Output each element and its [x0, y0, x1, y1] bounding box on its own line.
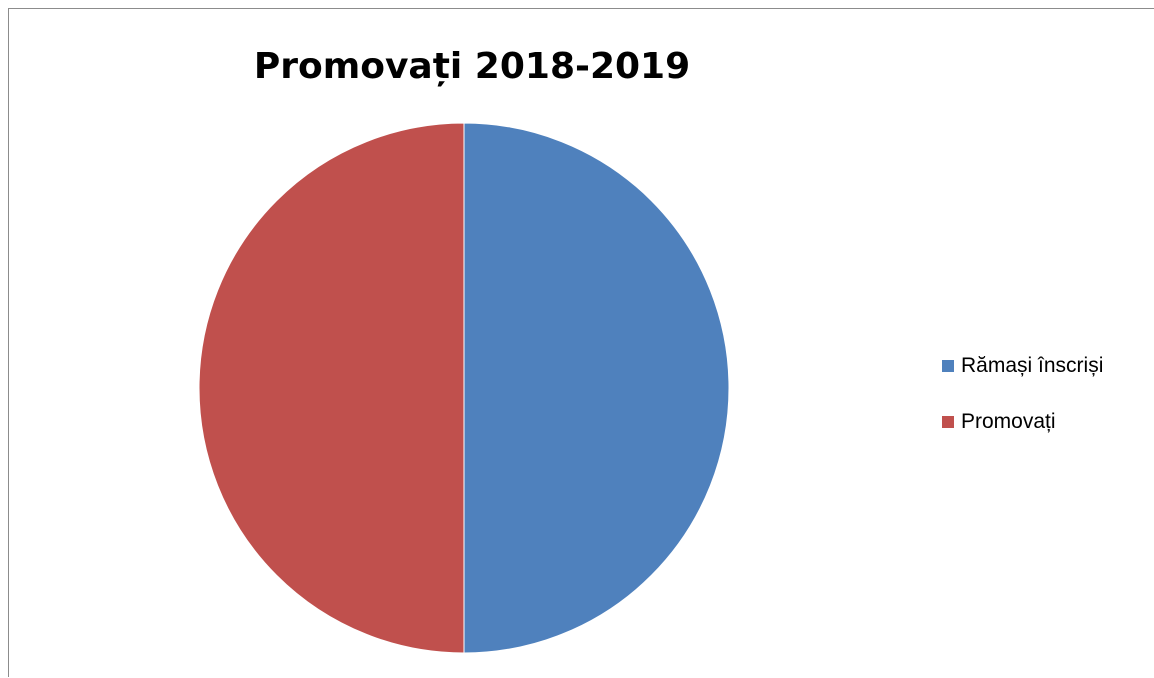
chart-area: Promovați 2018-2019 Rămași înscriși Prom…: [8, 8, 1154, 677]
legend-label-ramasi-inscrisi: Rămași înscriși: [961, 353, 1104, 377]
pie-slice-promovati: [198, 122, 465, 654]
legend-label-promovati: Promovați: [961, 409, 1056, 433]
pie-chart: [198, 122, 730, 654]
legend-item-ramasi-inscrisi: Rămași înscriși: [942, 352, 1103, 379]
legend-swatch-promovati: [942, 415, 954, 428]
legend: Rămași înscriși Promovați: [942, 352, 1103, 464]
pie-slice-ramasi-inscrisi: [463, 122, 730, 654]
legend-swatch-ramasi-inscrisi: [942, 359, 954, 372]
legend-item-promovati: Promovați: [942, 408, 1103, 435]
chart-title: Promovați 2018-2019: [253, 46, 691, 87]
